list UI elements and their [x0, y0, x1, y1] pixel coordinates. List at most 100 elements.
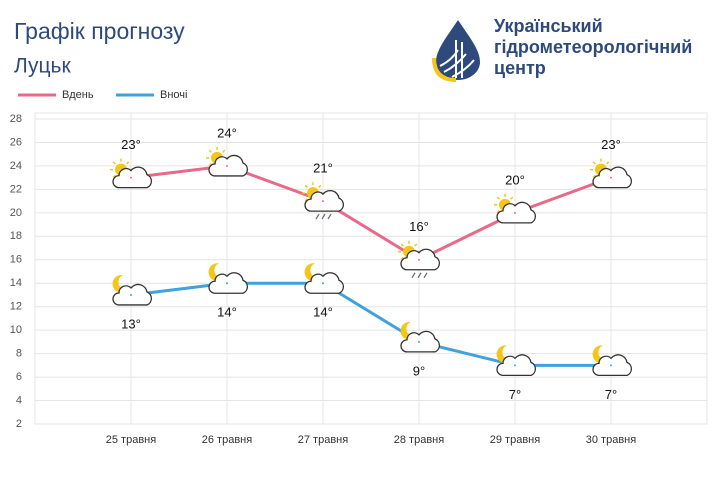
cloud: [496, 354, 537, 376]
weather-icon: [496, 345, 537, 376]
cloud: [592, 166, 633, 189]
weather-icon: [494, 193, 537, 224]
sun-ray: [112, 161, 116, 165]
point: [514, 364, 516, 367]
y-tick-label: 26: [10, 136, 22, 148]
weather-icon: [400, 321, 441, 353]
chart-title: Графік прогнозу: [14, 18, 185, 44]
sun-ray: [606, 161, 610, 165]
y-tick-label: 14: [10, 277, 22, 289]
weather-icon: [112, 274, 153, 306]
data-label: 23°: [601, 137, 621, 152]
moon: [304, 263, 321, 282]
point: [514, 211, 516, 214]
weather-icon: [304, 263, 345, 294]
weather-icon: [302, 182, 345, 220]
logo-text: центр: [494, 58, 546, 78]
logo-arc: [432, 57, 457, 82]
y-tick-label: 20: [10, 207, 22, 219]
x-tick-label: 30 травня: [586, 434, 636, 446]
point: [610, 364, 612, 367]
cloud: [496, 201, 537, 224]
y-tick-label: 12: [10, 301, 22, 313]
point: [130, 293, 132, 296]
cloud: [400, 248, 441, 271]
data-label: 14°: [217, 305, 237, 320]
logo-text: гідрометеорологічний: [494, 37, 692, 57]
data-label: 24°: [217, 125, 237, 140]
moon: [496, 345, 513, 364]
y-tick-label: 16: [10, 254, 22, 266]
sun-ray: [222, 149, 226, 153]
cloud: [208, 272, 249, 294]
chart-subtitle: Луцьк: [14, 55, 71, 78]
data-label: 21°: [313, 161, 333, 176]
weather-icon: [592, 345, 633, 376]
x-tick-label: 25 травня: [106, 434, 156, 446]
sun-ray: [208, 149, 212, 153]
cloud: [304, 272, 345, 294]
y-tick-label: 18: [10, 230, 22, 242]
weather-icon: [110, 158, 153, 189]
legend-label: Вдень: [62, 89, 94, 101]
sun-ray: [414, 243, 418, 247]
cloud: [304, 190, 345, 212]
y-tick-label: 28: [10, 113, 22, 125]
sun-ray: [126, 161, 130, 165]
y-tick-label: 22: [10, 183, 22, 195]
moon: [400, 321, 417, 340]
sun-ray: [510, 196, 514, 200]
x-tick-label: 28 травня: [394, 434, 444, 446]
rain: [411, 272, 428, 279]
y-tick-label: 8: [16, 348, 22, 360]
weather-icon: [590, 158, 633, 189]
data-label: 7°: [509, 387, 521, 402]
x-tick-label: 27 травня: [298, 434, 348, 446]
point: [418, 340, 420, 343]
point: [226, 164, 228, 167]
sun-ray: [304, 198, 308, 202]
data-label: 16°: [409, 219, 429, 234]
cloud: [592, 354, 633, 376]
point: [418, 258, 420, 261]
point: [322, 200, 324, 203]
moon: [112, 274, 129, 293]
data-label: 14°: [313, 305, 333, 320]
sun-ray: [400, 243, 404, 247]
sun-ray: [400, 256, 404, 261]
y-tick-label: 10: [10, 324, 22, 336]
sun-ray: [304, 184, 308, 188]
rain: [315, 213, 332, 220]
weather-icon: [208, 263, 249, 294]
logo-stripes: [439, 40, 475, 78]
cloud: [400, 330, 441, 353]
moon: [208, 263, 225, 282]
legend-label: Вночі: [160, 89, 187, 101]
data-label: 20°: [505, 172, 525, 187]
point: [322, 282, 324, 285]
data-label: 9°: [413, 363, 425, 378]
point: [130, 176, 132, 179]
sun-ray: [592, 174, 596, 178]
weather-icon: [398, 240, 441, 279]
point: [226, 282, 228, 285]
x-tick-label: 29 травня: [490, 434, 540, 446]
logo: [432, 20, 480, 82]
y-tick-label: 6: [16, 371, 22, 383]
sun-ray: [496, 209, 500, 214]
x-tick-label: 26 травня: [202, 434, 252, 446]
data-label: 23°: [121, 137, 141, 152]
data-label: 7°: [605, 387, 617, 402]
y-tick-label: 4: [16, 394, 22, 406]
logo-text: Український: [494, 16, 603, 36]
cloud: [112, 166, 153, 189]
point: [610, 176, 612, 179]
sun-ray: [592, 161, 596, 165]
sun-ray: [208, 163, 212, 167]
sun-ray: [112, 174, 116, 178]
weather-icon: [206, 146, 249, 177]
cloud: [208, 154, 249, 177]
moon: [592, 345, 609, 364]
